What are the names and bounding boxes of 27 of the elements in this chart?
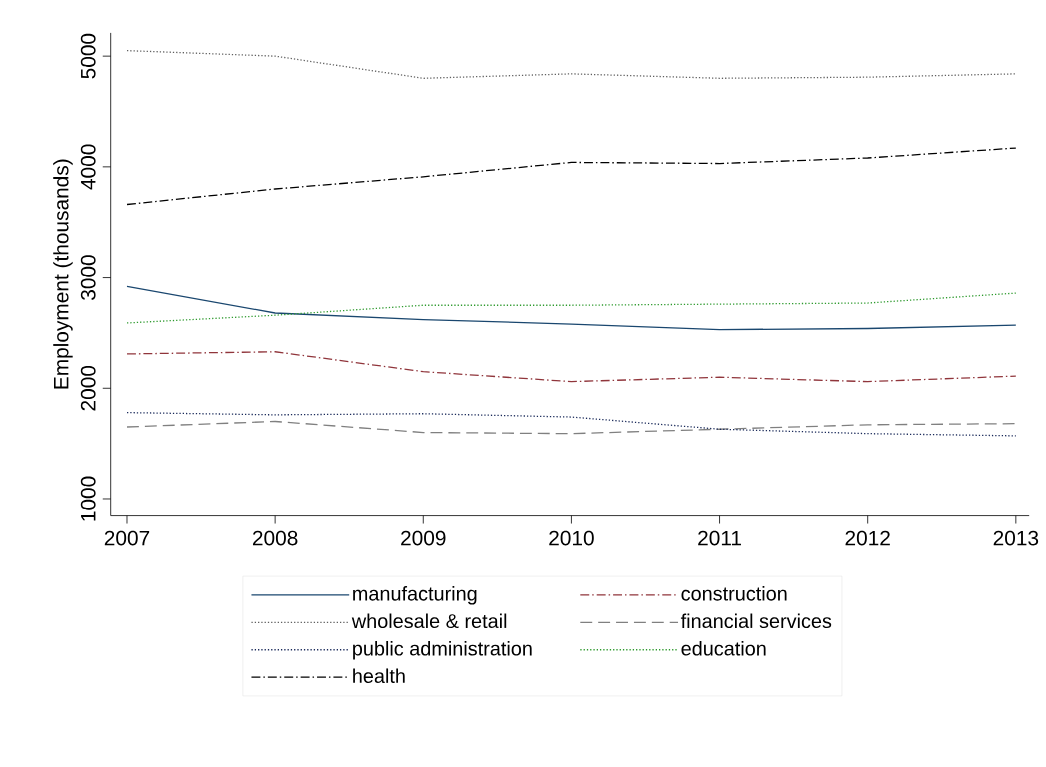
line-series (126, 285, 1017, 331)
x-tick-label: 2010 (549, 530, 594, 546)
legend-label: manufacturing (353, 586, 477, 605)
legend-label: education (681, 641, 766, 656)
y-tick-label: 4000 (80, 144, 96, 190)
line-series (126, 351, 1017, 383)
x-tick-label: 2011 (698, 530, 741, 546)
legend-label: construction (681, 586, 787, 601)
x-tick-label: 2008 (252, 530, 298, 546)
legend-label: health (353, 668, 405, 684)
y-tick-label: 2000 (80, 365, 96, 411)
line-series (126, 412, 1017, 437)
x-tick-label: 2012 (845, 530, 890, 546)
legend-label: wholesale & retail (351, 613, 507, 629)
y-tick-label: 1000 (80, 476, 96, 521)
line-series (126, 50, 1017, 79)
legend-label: public administration (353, 641, 532, 660)
x-tick-label: 2009 (401, 530, 446, 546)
x-tick-label: 2013 (993, 530, 1039, 546)
legend-label: financial services (680, 613, 832, 629)
line-series (126, 420, 1017, 435)
line-series (126, 147, 1017, 206)
y-axis-title: Employment (thousands) (53, 159, 73, 389)
y-tick-label: 3000 (80, 255, 96, 301)
x-tick-label: 2007 (104, 530, 150, 546)
y-tick-label: 5000 (80, 33, 96, 79)
line-series (126, 292, 1017, 324)
